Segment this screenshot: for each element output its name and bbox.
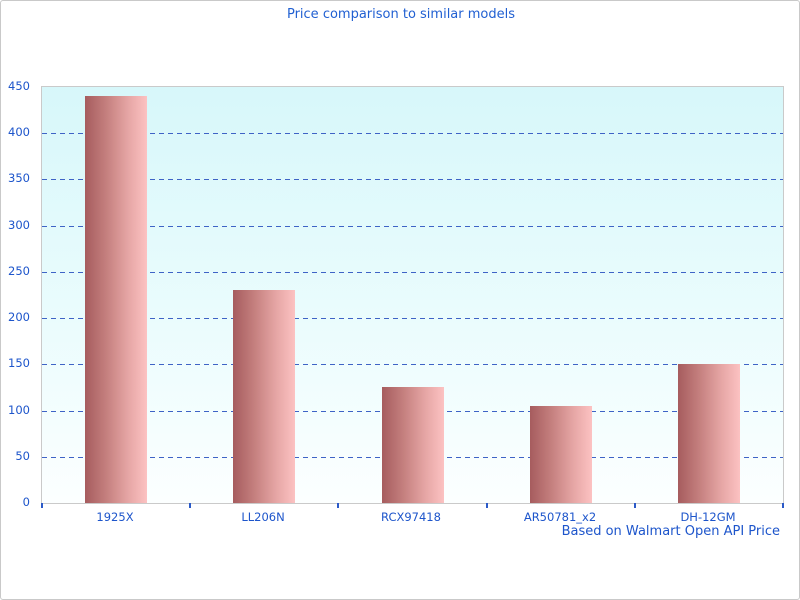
x-axis-tick-5 — [782, 503, 784, 508]
x-axis-label-LL206N: LL206N — [241, 510, 285, 524]
gridline-150 — [42, 364, 783, 365]
y-axis-label-200: 200 — [8, 310, 30, 324]
x-axis-tick-0 — [41, 503, 43, 508]
gridline-400 — [42, 133, 783, 134]
chart-footer-note: Based on Walmart Open API Price — [561, 524, 780, 539]
gridline-250 — [42, 272, 783, 273]
y-axis-label-450: 450 — [8, 79, 30, 93]
bar-DH-12GM — [678, 364, 740, 503]
x-axis-tick-1 — [189, 503, 191, 508]
bar-LL206N — [233, 290, 295, 503]
gridline-350 — [42, 179, 783, 180]
x-axis-label-DH-12GM: DH-12GM — [680, 510, 736, 524]
gridline-200 — [42, 318, 783, 319]
y-axis-label-50: 50 — [15, 449, 30, 463]
x-axis-tick-4 — [634, 503, 636, 508]
y-axis-label-100: 100 — [8, 403, 30, 417]
bar-RCX97418 — [382, 387, 444, 503]
bar-1925X — [85, 96, 147, 503]
plot-area — [41, 86, 784, 504]
y-axis-label-400: 400 — [8, 125, 30, 139]
x-axis-tick-3 — [486, 503, 488, 508]
y-axis-label-250: 250 — [8, 264, 30, 278]
x-axis-label-RCX97418: RCX97418 — [381, 510, 441, 524]
gridline-300 — [42, 226, 783, 227]
y-axis-label-0: 0 — [22, 495, 30, 509]
x-axis-label-AR50781_x2: AR50781_x2 — [523, 510, 597, 524]
x-axis-label-1925X: 1925X — [96, 510, 134, 524]
y-axis-label-300: 300 — [8, 218, 30, 232]
y-axis-label-150: 150 — [8, 356, 30, 370]
x-axis-tick-2 — [337, 503, 339, 508]
bar-AR50781_x2 — [530, 406, 592, 503]
y-axis-label-350: 350 — [8, 171, 30, 185]
chart-title: Price comparison to similar models — [286, 7, 516, 22]
